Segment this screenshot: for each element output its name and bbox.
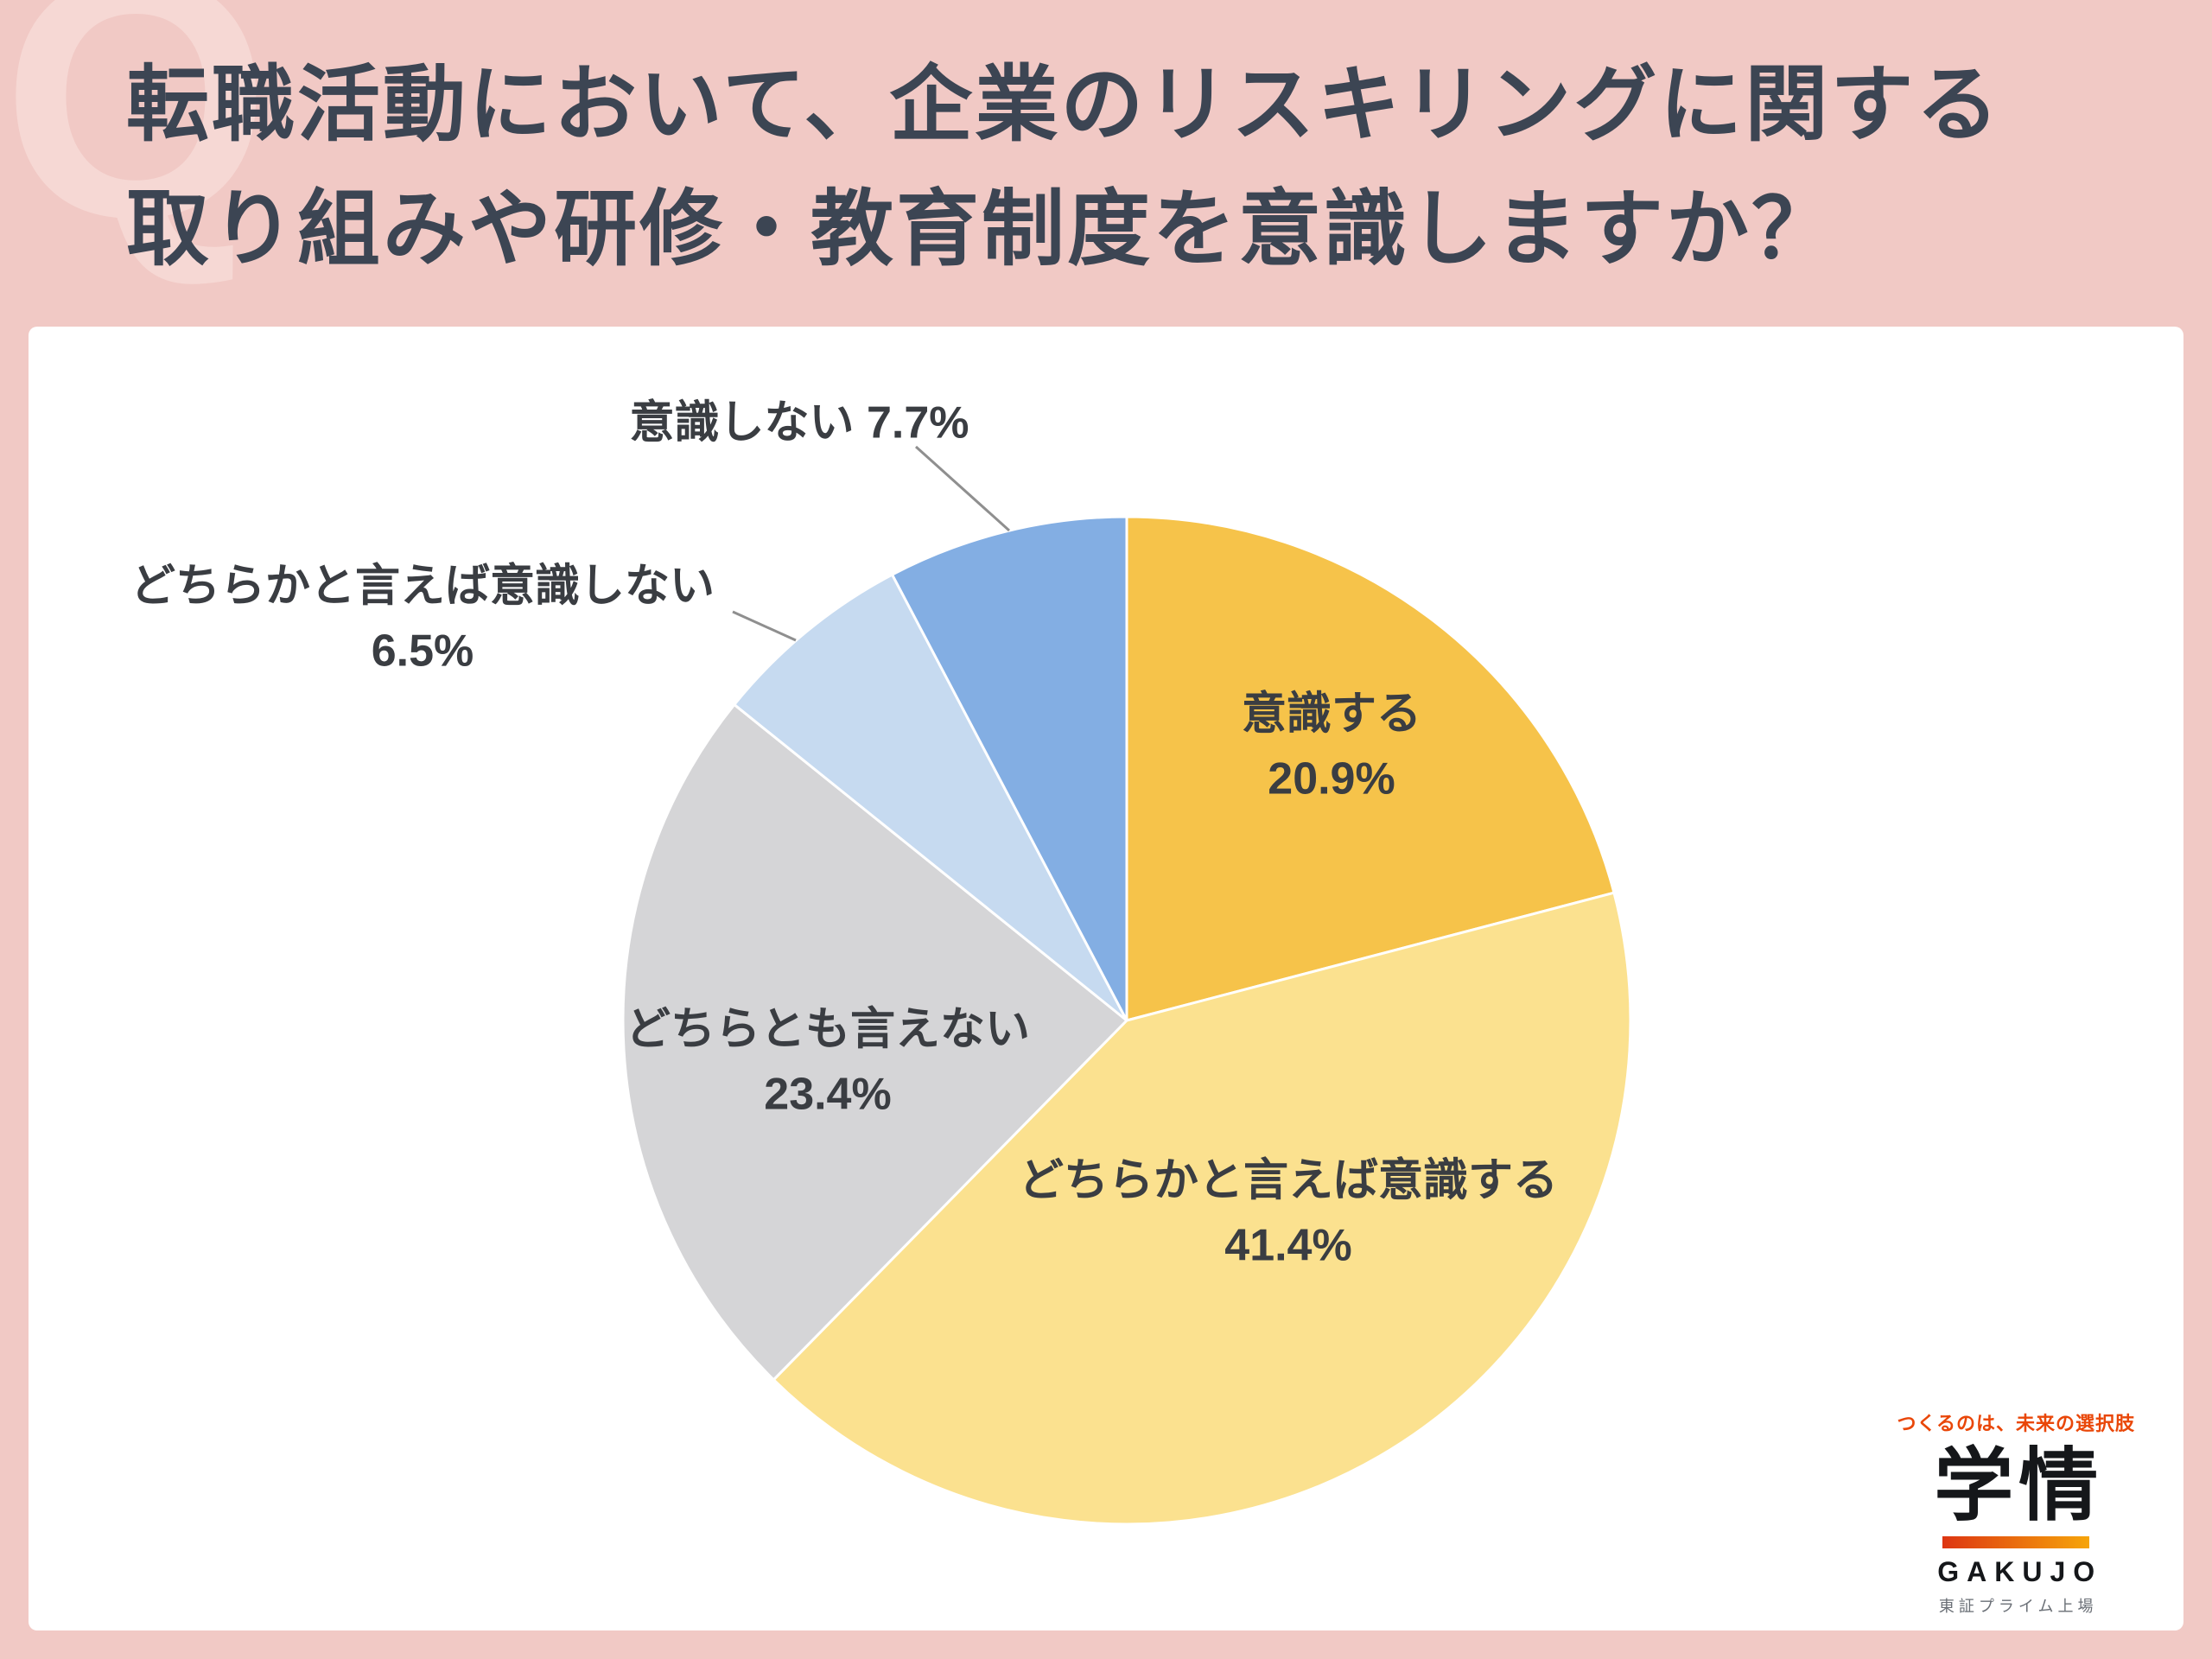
logo-brand-en: GAKUJO [1937, 1556, 2103, 1587]
chart-card: 意識する 20.9% どちらかと言えば意識する 41.4% どちらとも言えない … [29, 327, 2183, 1630]
logo-brand: 学情 [1934, 1442, 2104, 1531]
logo-tagline: つくるのは、未来の選択肢 [1897, 1413, 2135, 1435]
pie-slice-1 [772, 891, 1632, 1526]
pie-slice-4 [891, 515, 1128, 1022]
slice-label-value: 23.4% [764, 1070, 892, 1120]
slice-label-value: 7.7% [866, 397, 969, 448]
slice-label-dochiraka-shinai: どちらかと言えば意識しない 6.5% [130, 555, 715, 685]
pie-slice-2 [621, 702, 1128, 1382]
slice-label-ishikisuru: 意識する 20.9% [1242, 683, 1421, 813]
page-title: 転職活動において、企業のリスキリングに関する 取り組みや研修・教育制度を意識しま… [126, 43, 2001, 292]
pie-chart [621, 445, 1632, 1526]
slice-label-value: 6.5% [371, 626, 474, 677]
pie-slice-0 [1125, 515, 1616, 1022]
slice-label-ishikishinai: 意識しない 7.7% [630, 391, 969, 455]
page-title-line-2: 取り組みや研修・教育制度を意識しますか？ [126, 183, 1837, 276]
slice-label-value: 41.4% [1224, 1221, 1352, 1271]
leader-line-1 [732, 610, 797, 642]
q-watermark: Q [2, 0, 271, 289]
slice-label-text: 意識する [1241, 689, 1422, 740]
pie-slice-3 [733, 573, 1128, 1022]
slice-label-text: どちらかと言えば意識する [1018, 1155, 1559, 1206]
gakujo-logo: つくるのは、未来の選択肢 学情 GAKUJO 東証プライム上場 [1897, 1408, 2135, 1617]
leader-line-0 [914, 445, 1011, 532]
slice-label-text: 意識しない [629, 397, 855, 448]
slice-label-dochiratomo: どちらとも言えない 23.4% [626, 998, 1030, 1128]
slice-label-value: 20.9% [1268, 754, 1395, 804]
logo-listing-label: 東証プライム上場 [1938, 1598, 2098, 1615]
page-title-line-1: 転職活動において、企業のリスキリングに関する [126, 59, 2002, 151]
slice-label-text: どちらとも言えない [625, 1004, 1031, 1055]
slice-label-dochiraka-suru: どちらかと言えば意識する 41.4% [1019, 1149, 1558, 1280]
slice-label-text: どちらかと言えば意識しない [130, 561, 715, 612]
logo-gradient-bar [1942, 1536, 2090, 1548]
